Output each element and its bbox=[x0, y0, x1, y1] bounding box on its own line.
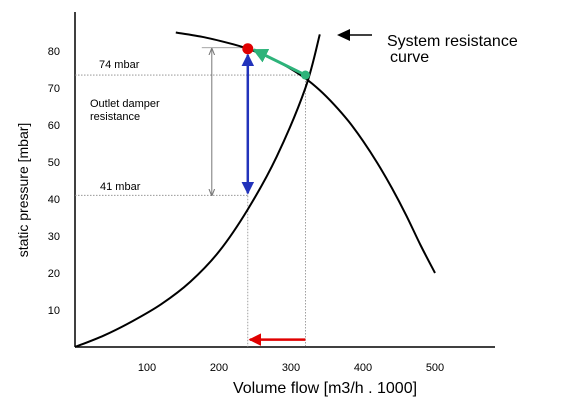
fan-curve bbox=[175, 31, 436, 274]
original-operating-point bbox=[242, 43, 254, 55]
x-tick-label: 400 bbox=[354, 362, 372, 374]
system-curve-label-line1: System resistance bbox=[387, 33, 518, 50]
damper-label-line1: Outlet damper bbox=[90, 98, 160, 110]
x-tick-label: 500 bbox=[426, 362, 444, 374]
x-axis-title: Volume flow [m3/h . 1000] bbox=[233, 380, 417, 397]
label-74-mbar: 74 mbar bbox=[99, 59, 140, 71]
y-tick-label: 10 bbox=[48, 305, 60, 317]
y-axis-title: static pressure [mbar] bbox=[15, 123, 31, 258]
y-tick-label: 80 bbox=[48, 46, 60, 58]
system-curve-pointer-arrow bbox=[337, 29, 372, 41]
y-tick-label: 30 bbox=[48, 231, 60, 243]
y-tick-label: 40 bbox=[48, 194, 60, 206]
y-tick-label: 70 bbox=[48, 83, 60, 95]
system-resistance-curve bbox=[74, 34, 321, 348]
x-tick-label: 100 bbox=[138, 362, 156, 374]
y-tick-label: 20 bbox=[48, 268, 60, 280]
damper-label-line2: resistance bbox=[90, 111, 140, 123]
label-41-mbar: 41 mbar bbox=[100, 181, 141, 193]
y-tick-label: 50 bbox=[48, 157, 60, 169]
operating-point-shift-arrow bbox=[252, 48, 307, 77]
system-curve-label-line2: curve bbox=[390, 49, 429, 66]
intersection-operating-point bbox=[300, 70, 310, 80]
x-tick-label: 300 bbox=[282, 362, 300, 374]
y-tick-label: 60 bbox=[48, 120, 60, 132]
x-tick-label: 200 bbox=[210, 362, 228, 374]
